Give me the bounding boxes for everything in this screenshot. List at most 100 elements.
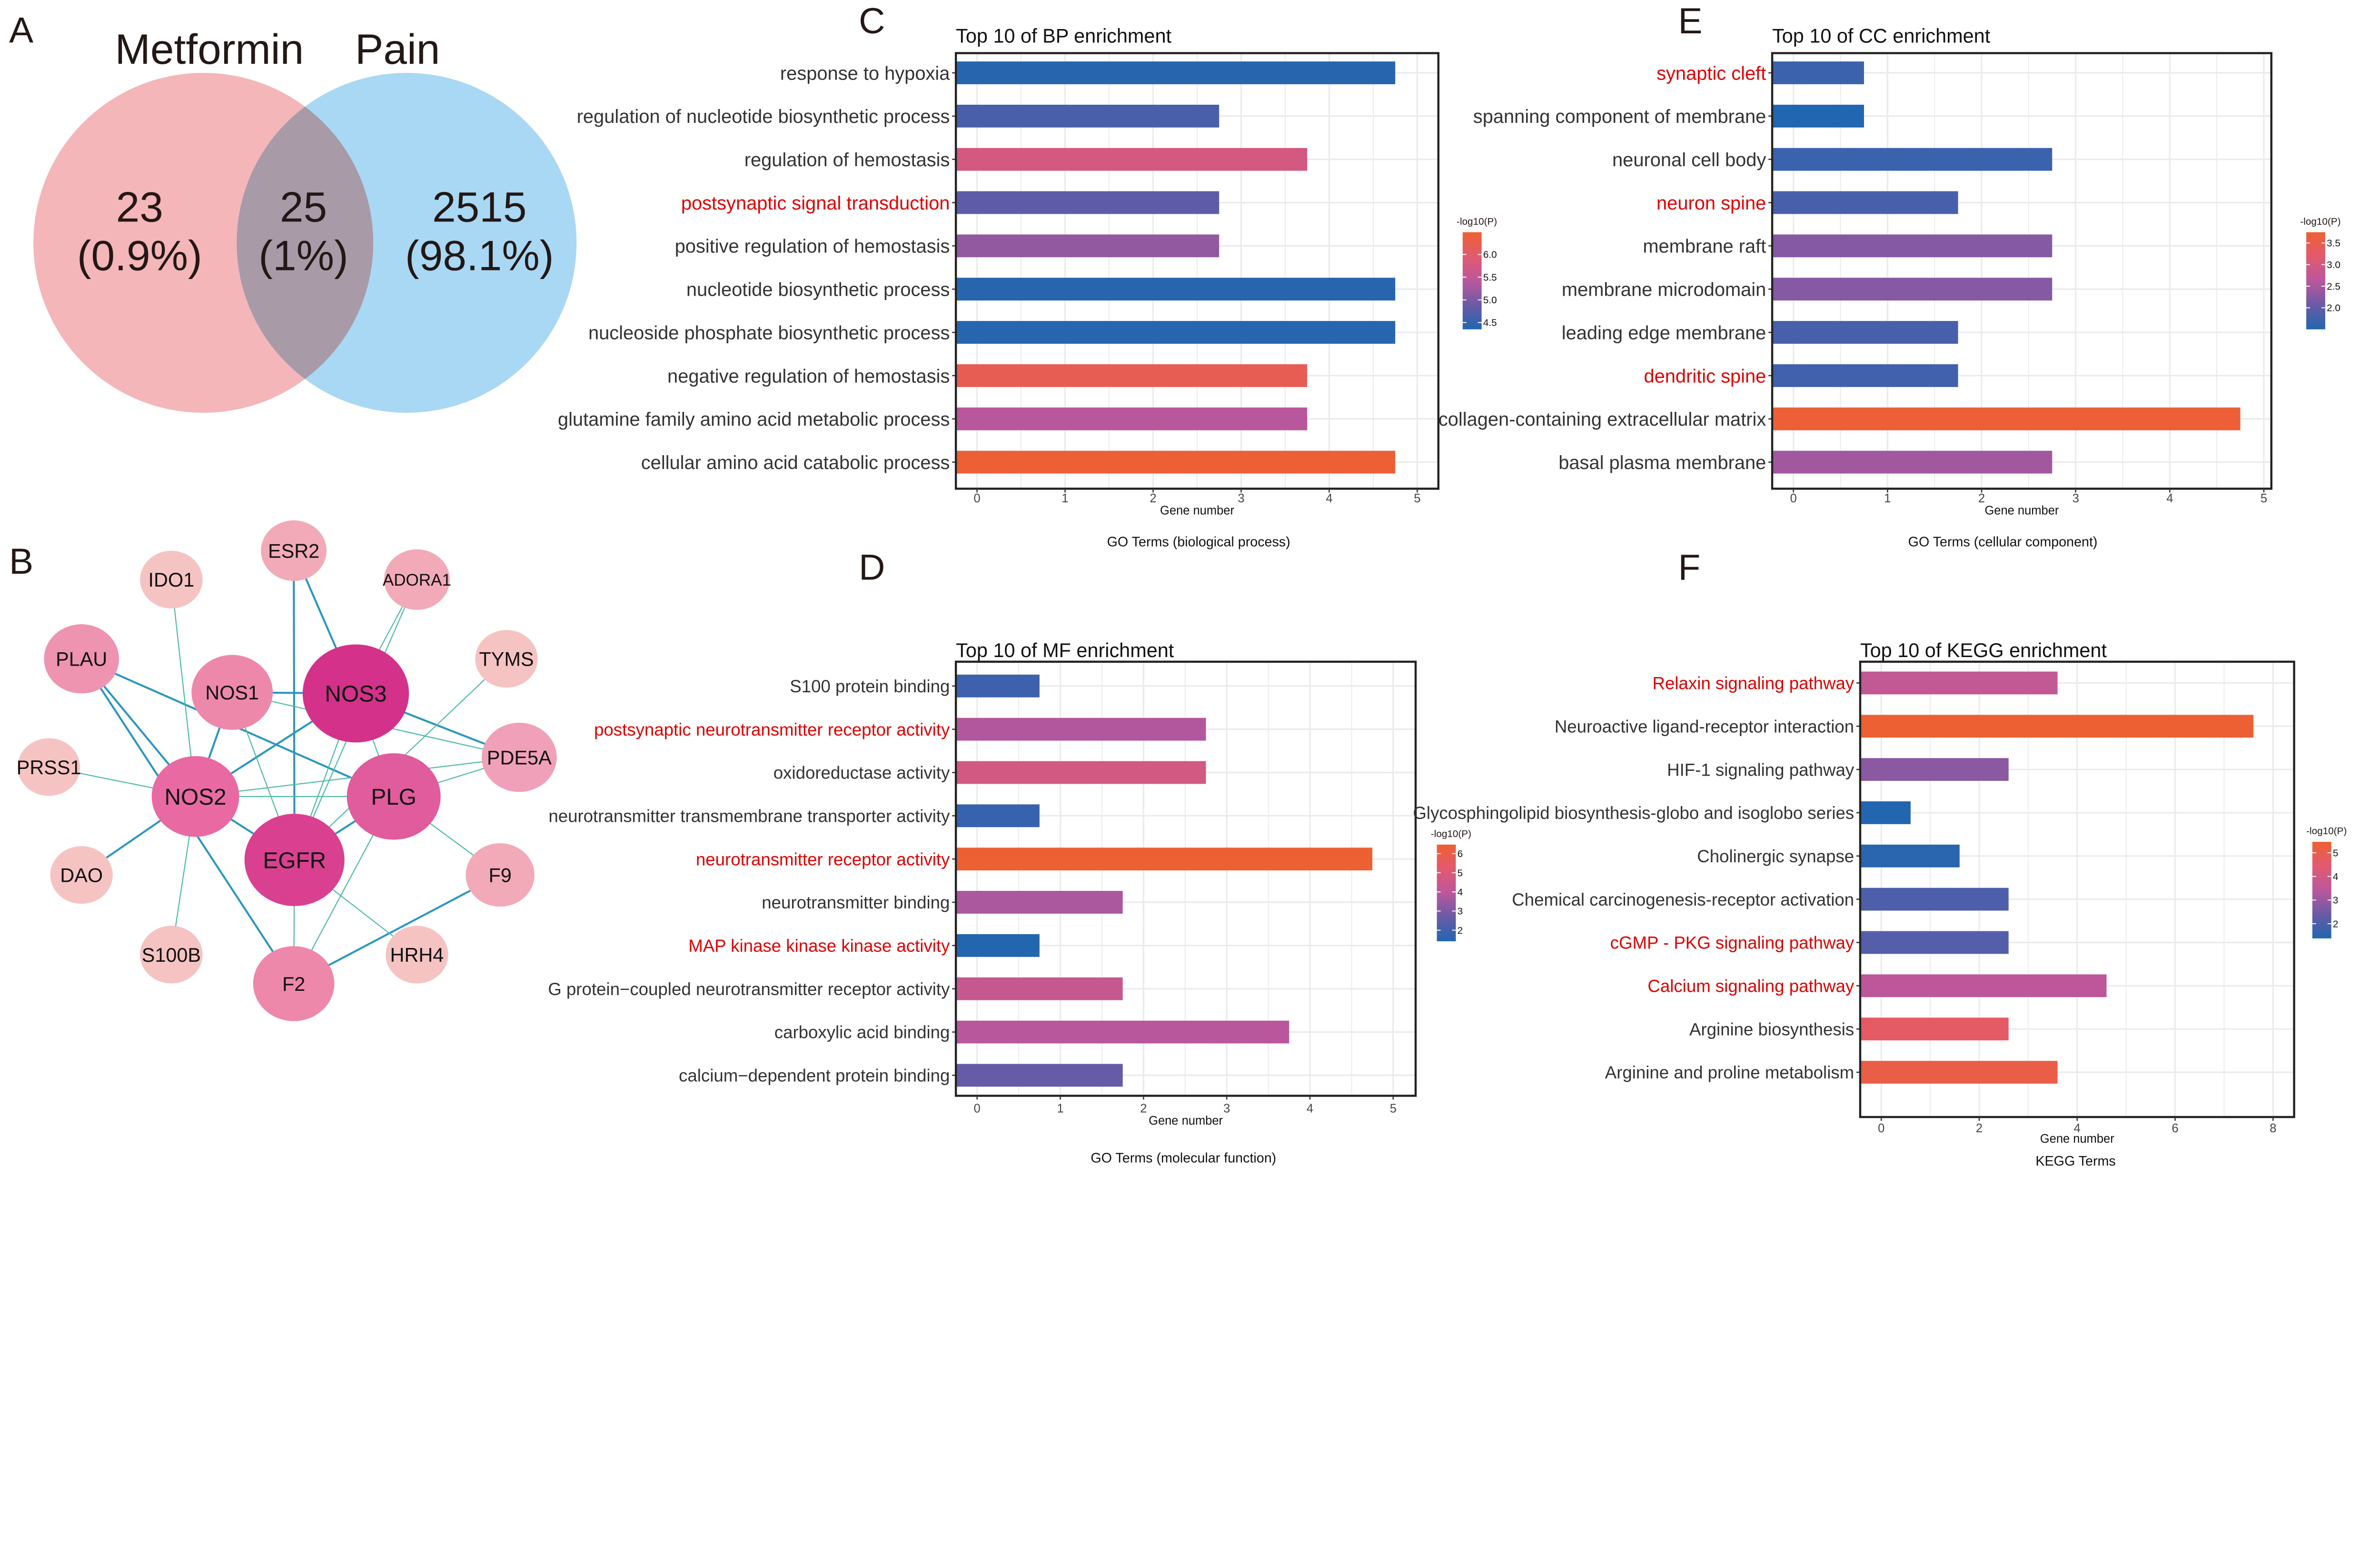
node-label: PLG	[371, 785, 416, 810]
node-DAO: DAO	[50, 846, 113, 904]
bar	[956, 191, 1220, 214]
category-label: G protein−coupled neurotransmitter recep…	[548, 979, 950, 999]
plot-border	[954, 660, 1417, 1097]
x-tick-label: 0	[1878, 1122, 1884, 1135]
node-label: S100B	[142, 944, 201, 966]
x-tick-label: 3	[1238, 492, 1244, 505]
colorbar-tick-label: 2.0	[2327, 303, 2340, 314]
node-circle	[44, 624, 119, 694]
colorbar-tick-label: 5.5	[1483, 272, 1497, 283]
node-circle	[191, 655, 273, 730]
node-label: NOS2	[164, 785, 226, 810]
node-label: TYMS	[479, 648, 534, 670]
category-label: calcium−dependent protein binding	[679, 1066, 950, 1086]
bar	[1772, 234, 2053, 258]
x-tick-label: 0	[1790, 492, 1797, 505]
colorbar-tick-label: 4	[1458, 887, 1463, 898]
bar	[956, 804, 1040, 828]
category-label: Glycosphingolipid biosynthesis-globo and…	[1413, 803, 1854, 823]
bar	[1860, 715, 2254, 738]
category-label: S100 protein binding	[790, 677, 950, 696]
category-label: nucleoside phosphate biosynthetic proces…	[588, 322, 950, 343]
x-tick-label: 2	[1978, 492, 1985, 505]
node-HRH4: HRH4	[386, 926, 448, 984]
bar	[1860, 671, 2058, 695]
x-tick-label: 0	[973, 492, 980, 505]
x-tick-label: 5	[1390, 1102, 1397, 1115]
bar	[956, 104, 1220, 128]
node-circle	[302, 644, 409, 743]
bar	[1772, 364, 1958, 387]
venn-diagram: Metformin Pain 23(0.9%) 25(1%) 2515(98.1%)	[33, 25, 577, 413]
node-circle	[466, 843, 535, 907]
category-label: dendritic spine	[1644, 366, 1766, 387]
node-PLG: PLG	[347, 753, 441, 840]
bar	[956, 674, 1040, 698]
ppi-network: ESR2 IDO1 ADORA1 PLAU NOS1 NOS3 TYMS PRSS1 PDE5A…	[17, 520, 557, 1021]
x-tick-label: 4	[2166, 492, 2173, 505]
colorbar-legend: -log10(P) 2 3 4 5 6	[1431, 828, 1471, 941]
venn-label-metformin: Metformin	[115, 25, 304, 73]
x-tick-label: 6	[2172, 1122, 2178, 1135]
venn-count-overlap: 25	[280, 183, 327, 230]
bar	[956, 934, 1040, 957]
node-S100B: S100B	[140, 926, 203, 984]
node-circle	[253, 946, 335, 1021]
bar	[1772, 61, 1864, 84]
bar	[956, 450, 1396, 474]
panel-label-E: E	[1678, 1, 1702, 41]
category-label: regulation of nucleotide biosynthetic pr…	[577, 106, 950, 127]
colorbar	[2306, 232, 2325, 329]
category-label: synaptic cleft	[1656, 63, 1766, 84]
category-label: basal plasma membrane	[1558, 452, 1766, 473]
bar	[1860, 1061, 2058, 1084]
chart-title: Top 10 of KEGG enrichment	[1860, 639, 2107, 661]
node-label: DAO	[60, 864, 103, 887]
colorbar-tick-label: 5.0	[1483, 295, 1497, 306]
x-tick-label: 1	[1061, 492, 1068, 505]
panel-label-B: B	[9, 541, 33, 582]
node-F2: F2	[253, 946, 335, 1021]
bar-chart-C: response to hypoxia regulation of nucleot…	[558, 24, 1497, 549]
bar	[1860, 888, 2009, 911]
colorbar	[2312, 842, 2331, 938]
chart-title: Top 10 of MF enrichment	[956, 639, 1174, 661]
category-label: HIF-1 signaling pathway	[1667, 760, 1854, 779]
colorbar-tick-label: 3.0	[2327, 259, 2340, 270]
node-F9: F9	[466, 843, 535, 907]
bar	[956, 364, 1308, 387]
legend-title: -log10(P)	[2306, 826, 2347, 837]
x-tick-label: 2	[1150, 492, 1156, 505]
node-label: NOS3	[325, 682, 387, 707]
y-axis-label: GO Terms (molecular function)	[1091, 1151, 1276, 1166]
network-edges	[49, 550, 520, 985]
node-label: ADORA1	[383, 571, 451, 589]
y-axis-label: GO Terms (biological process)	[1107, 535, 1290, 550]
category-label: neurotransmitter binding	[762, 893, 950, 912]
bar	[1860, 758, 2009, 781]
bar	[1772, 450, 2053, 474]
venn-count-pain-only: 2515	[432, 183, 527, 230]
bar	[956, 718, 1206, 741]
node-label: EGFR	[263, 848, 326, 873]
x-tick-label: 8	[2270, 1122, 2276, 1135]
node-circle	[17, 738, 80, 796]
panel-label-D: D	[859, 548, 885, 588]
category-label: neurotransmitter receptor activity	[696, 849, 950, 869]
category-label: collagen-containing extracellular matrix	[1438, 409, 1766, 430]
category-label: neuronal cell body	[1612, 150, 1766, 170]
node-circle	[261, 520, 327, 581]
bar	[1860, 931, 2009, 954]
x-tick-label: 2	[1976, 1122, 1983, 1135]
x-axis-label: Gene number	[2040, 1132, 2114, 1146]
bar	[1860, 974, 2107, 997]
bar	[1772, 191, 1958, 214]
node-label: PLAU	[56, 648, 107, 670]
node-ADORA1: ADORA1	[383, 549, 451, 610]
x-tick-label: 3	[2073, 492, 2079, 505]
venn-percent-metformin-only: (0.9%)	[77, 231, 202, 279]
node-circle	[50, 846, 113, 904]
x-axis-label: Gene number	[1149, 1114, 1223, 1127]
colorbar-tick-label: 6	[1458, 848, 1463, 859]
category-label: nucleotide biosynthetic process	[686, 279, 950, 300]
